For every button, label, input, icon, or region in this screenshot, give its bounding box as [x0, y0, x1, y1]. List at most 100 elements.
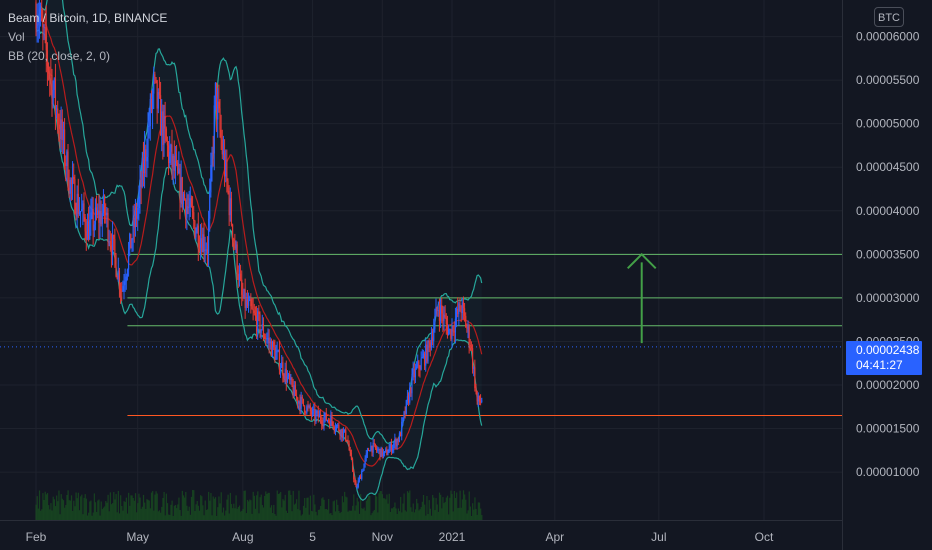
up-arrow-annotation[interactable] [627, 252, 657, 344]
volume-bar [253, 495, 255, 520]
candle-body [405, 400, 407, 414]
volume-bar [184, 497, 186, 520]
volume-bar [150, 492, 153, 520]
volume-bar [100, 501, 102, 520]
candle-body [379, 448, 381, 457]
chart-legend: Beam / Bitcoin, 1D, BINANCE Vol BB (20, … [8, 9, 167, 66]
candle-body [469, 345, 471, 347]
candle-body [422, 353, 425, 357]
candle-body [474, 367, 476, 389]
candle-body [126, 269, 129, 277]
candle-body [129, 233, 131, 251]
volume-bar [345, 496, 347, 520]
volume-bar [464, 494, 466, 520]
bollinger-indicator-label[interactable]: BB (20, close, 2, 0) [8, 49, 111, 63]
candle-body [175, 160, 178, 163]
candle-body [241, 279, 243, 295]
candle-body [134, 209, 137, 228]
candle-body [410, 387, 412, 394]
volume-bar [102, 507, 105, 520]
volume-bar [91, 515, 93, 520]
volume-bar [35, 504, 37, 520]
candle-body [278, 350, 281, 371]
volume-bar [44, 491, 46, 520]
volume-bar [104, 506, 106, 520]
candle-body [327, 420, 330, 422]
volume-bar [300, 515, 302, 520]
candle-body [273, 341, 275, 348]
candle-body [475, 388, 477, 391]
time-tick-label: Jul [651, 530, 666, 544]
volume-bar [237, 507, 239, 520]
candle-body [234, 240, 236, 249]
volume-bar [390, 508, 393, 520]
price-axis[interactable]: 0.00006000 0.00005500 0.00005000 0.00004500… [856, 30, 920, 480]
volume-bar [236, 508, 238, 520]
candle-body [415, 366, 418, 369]
volume-bar [312, 511, 314, 520]
candle-body [269, 341, 271, 344]
volume-bar [242, 508, 244, 520]
candle-body [318, 414, 321, 418]
candle-body [323, 417, 325, 425]
volume-bar [446, 495, 449, 520]
volume-bar [371, 513, 373, 520]
volume-bar [424, 504, 426, 520]
volume-bar [411, 511, 413, 520]
candle-body [185, 199, 187, 218]
candle-body [174, 160, 177, 171]
candle-body [179, 168, 181, 203]
symbol-title[interactable]: Beam / Bitcoin, 1D, BINANCE [8, 11, 168, 25]
candle-body [231, 224, 234, 240]
volume-bar [388, 493, 390, 520]
volume-bar [470, 515, 473, 520]
candle-body [361, 471, 363, 479]
candle-body [85, 231, 87, 240]
candle-body [267, 337, 269, 339]
volume-bar [54, 506, 57, 520]
volume-bar [46, 493, 49, 520]
volume-bar [369, 495, 371, 520]
time-axis[interactable]: Feb May Aug 5 Nov 2021 Apr Jul Oct [26, 530, 774, 544]
candle-body [450, 329, 452, 339]
volume-bar [138, 493, 140, 520]
candle-body [203, 234, 205, 251]
candle-body [98, 210, 100, 223]
volume-bar [128, 492, 130, 520]
candle-body [343, 429, 346, 432]
volume-bar [436, 504, 438, 520]
volume-bar [433, 497, 435, 520]
volume-bar [328, 498, 330, 520]
volume-bar [294, 503, 297, 520]
price-tick-label: 0.00005500 [856, 73, 920, 87]
volume-bar [266, 493, 268, 520]
arrow-head[interactable] [627, 252, 657, 270]
candle-body [246, 299, 249, 306]
volume-bar [293, 504, 295, 520]
support-resistance-lines[interactable] [0, 253, 842, 416]
volume-bar [133, 500, 135, 520]
candle-body [477, 395, 479, 402]
volume-bar [139, 497, 141, 520]
volume-bar [243, 490, 245, 520]
volume-bar [225, 510, 227, 520]
volume-bar [397, 508, 399, 520]
candle-body [380, 447, 382, 457]
candle-body [330, 415, 332, 427]
volume-bar [205, 509, 207, 520]
candle-body [163, 116, 165, 145]
candle-body [476, 390, 478, 402]
volume-bar [270, 505, 273, 520]
candle-body [69, 179, 71, 194]
volume-bar [210, 493, 212, 520]
candle-body [414, 368, 417, 378]
candle-body [307, 406, 309, 408]
volume-bar [368, 495, 370, 520]
candle-body [230, 198, 233, 225]
candle-body [429, 342, 431, 348]
currency-button[interactable]: BTC [874, 7, 904, 27]
volume-indicator-label[interactable]: Vol [8, 30, 25, 44]
candle-body [162, 111, 164, 145]
candle-body [86, 221, 89, 240]
